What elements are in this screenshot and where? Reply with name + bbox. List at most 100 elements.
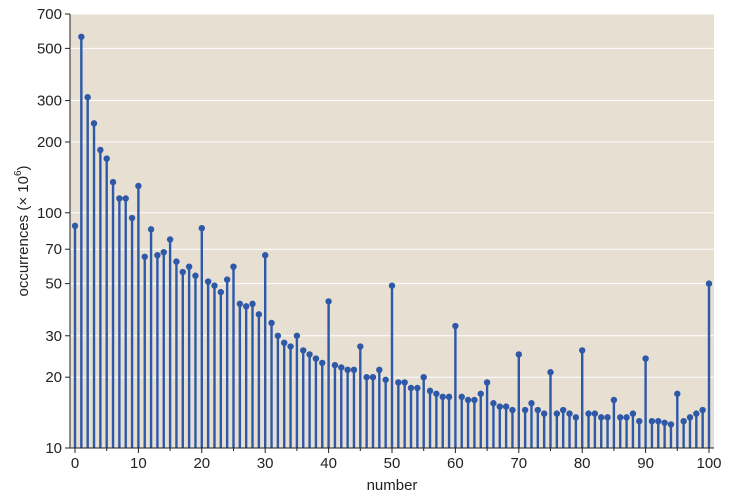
x-tick-label-100: 100 (696, 455, 721, 472)
point-23 (217, 288, 225, 296)
point-81 (585, 410, 592, 417)
point-79 (572, 414, 580, 421)
point-86 (617, 414, 624, 421)
x-tick-labels: 0 10 20 30 40 50 60 70 80 90 100 (71, 448, 722, 472)
y-tick-label-300: 300 (37, 93, 62, 110)
point-45 (357, 343, 364, 350)
points (71, 33, 713, 428)
point-14 (160, 248, 167, 256)
point-28 (249, 300, 256, 308)
point-93 (661, 419, 668, 426)
point-6 (109, 178, 117, 186)
x-tick-label-10: 10 (130, 455, 147, 472)
point-88 (629, 410, 637, 417)
point-21 (204, 278, 212, 285)
y-tick-label-200: 200 (37, 134, 62, 151)
point-46 (363, 373, 370, 381)
point-11 (141, 253, 148, 260)
point-15 (166, 236, 174, 243)
point-29 (255, 311, 263, 318)
point-44 (350, 366, 358, 374)
point-75 (547, 369, 554, 376)
x-tick-label-0: 0 (71, 455, 79, 472)
point-49 (382, 376, 389, 383)
y-tick-label-30: 30 (45, 328, 62, 345)
point-65 (483, 379, 491, 386)
point-41 (331, 361, 339, 369)
point-72 (528, 400, 535, 407)
point-36 (300, 347, 307, 354)
point-9 (128, 214, 136, 222)
point-25 (230, 263, 237, 270)
point-95 (674, 390, 681, 397)
point-42 (338, 364, 345, 371)
point-92 (655, 417, 662, 425)
point-0 (71, 222, 79, 230)
point-73 (534, 406, 542, 414)
y-tick-label-500: 500 (37, 40, 62, 57)
point-84 (604, 414, 611, 421)
point-58 (439, 393, 446, 401)
point-80 (579, 347, 586, 354)
point-71 (521, 406, 529, 414)
point-5 (103, 155, 110, 162)
point-20 (198, 224, 205, 232)
point-64 (477, 390, 484, 397)
point-66 (490, 400, 497, 407)
point-38 (312, 355, 320, 362)
point-59 (445, 393, 453, 401)
point-19 (192, 272, 199, 279)
y-tick-label-10: 10 (45, 440, 62, 457)
point-96 (680, 417, 687, 425)
point-87 (623, 414, 630, 421)
x-axis-title: number (367, 477, 418, 494)
point-52 (401, 379, 408, 386)
point-85 (610, 396, 618, 404)
y-tick-label-70: 70 (45, 241, 62, 258)
x-tick-label-30: 30 (257, 455, 274, 472)
point-8 (122, 195, 129, 202)
point-27 (242, 303, 250, 310)
point-3 (90, 120, 98, 127)
point-40 (325, 298, 332, 305)
point-39 (319, 359, 326, 367)
point-48 (376, 366, 383, 374)
x-tick-label-50: 50 (384, 455, 401, 472)
point-13 (154, 252, 161, 259)
y-tick-label-100: 100 (37, 205, 62, 222)
point-77 (559, 406, 567, 414)
point-83 (598, 414, 605, 421)
point-69 (509, 406, 516, 414)
point-50 (388, 282, 396, 289)
point-37 (306, 351, 313, 358)
point-99 (699, 406, 706, 414)
point-47 (369, 373, 377, 381)
y-axis-title-suffix: ) (15, 165, 32, 170)
point-22 (211, 282, 218, 289)
point-60 (452, 322, 459, 330)
point-43 (344, 366, 351, 374)
y-tick-label-50: 50 (45, 276, 62, 293)
point-24 (223, 276, 231, 283)
y-tick-label-20: 20 (45, 369, 62, 386)
point-10 (135, 182, 142, 190)
point-53 (407, 384, 415, 392)
y-tick-label-700: 700 (37, 6, 62, 23)
point-70 (515, 351, 522, 358)
point-61 (458, 393, 465, 401)
point-57 (433, 390, 440, 397)
point-63 (471, 396, 478, 404)
point-2 (84, 94, 91, 101)
y-axis-title-main: occurrences (× 10 (15, 176, 32, 296)
point-35 (293, 332, 301, 339)
point-7 (116, 195, 123, 202)
point-100 (705, 280, 713, 287)
x-tick-label-20: 20 (193, 455, 210, 472)
point-30 (262, 252, 269, 259)
point-90 (642, 355, 649, 362)
point-51 (395, 379, 402, 386)
point-91 (648, 417, 656, 425)
y-axis-title-exponent: 6 (13, 170, 24, 176)
point-98 (693, 410, 700, 417)
